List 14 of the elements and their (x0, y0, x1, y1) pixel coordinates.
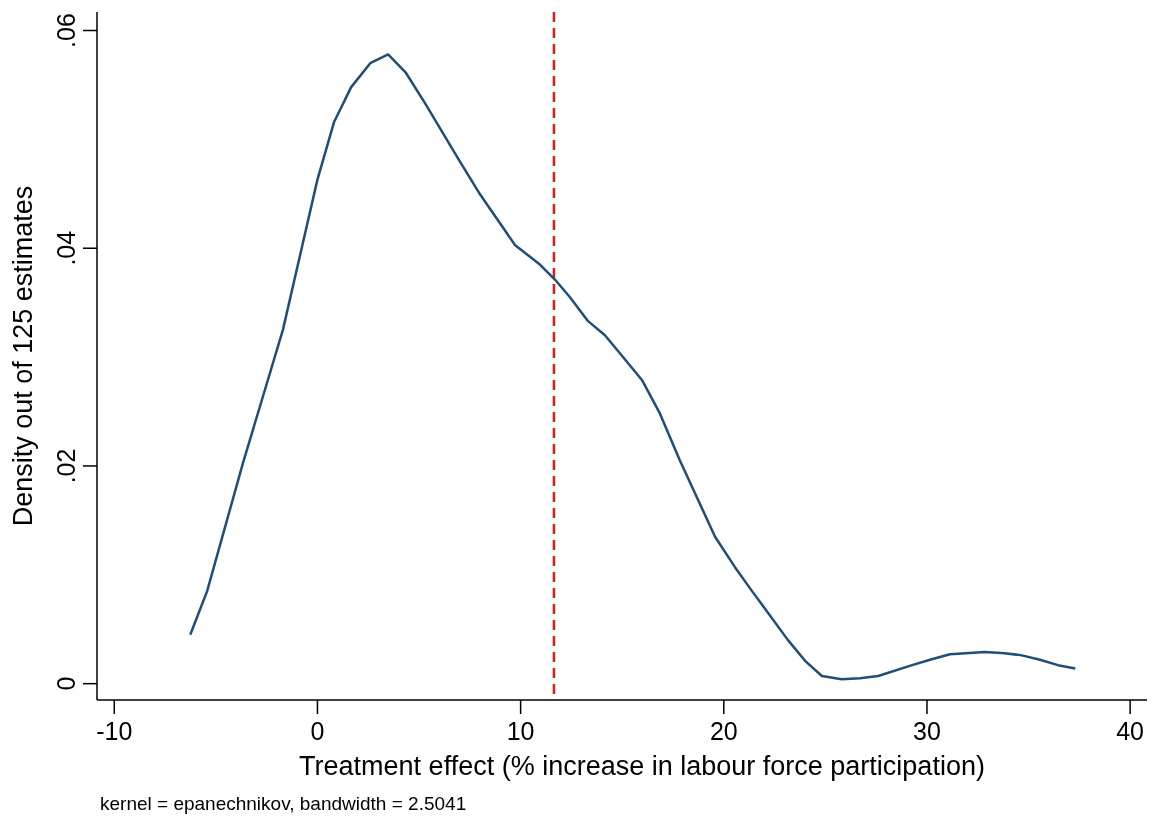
x-axis-title: Treatment effect (% increase in labour force participation) (299, 751, 985, 781)
y-tick-label: 0 (52, 676, 80, 691)
y-tick-label: .02 (52, 448, 80, 484)
x-tick-label: 0 (310, 717, 325, 745)
x-tick-label: 10 (506, 717, 535, 745)
y-tick-label: .06 (52, 13, 80, 48)
x-tick-label: 40 (1116, 717, 1145, 745)
x-tick-label: 30 (913, 717, 941, 745)
y-axis-title: Density out of 125 estimates (8, 185, 38, 527)
line-series (189, 53, 1077, 681)
y-tick-label: .04 (52, 230, 80, 266)
text: kernel = epanechnikov, bandwidth = 2.5041 (100, 793, 467, 814)
x-tick-label: 20 (709, 717, 738, 745)
x-tick-label: -10 (96, 717, 133, 745)
